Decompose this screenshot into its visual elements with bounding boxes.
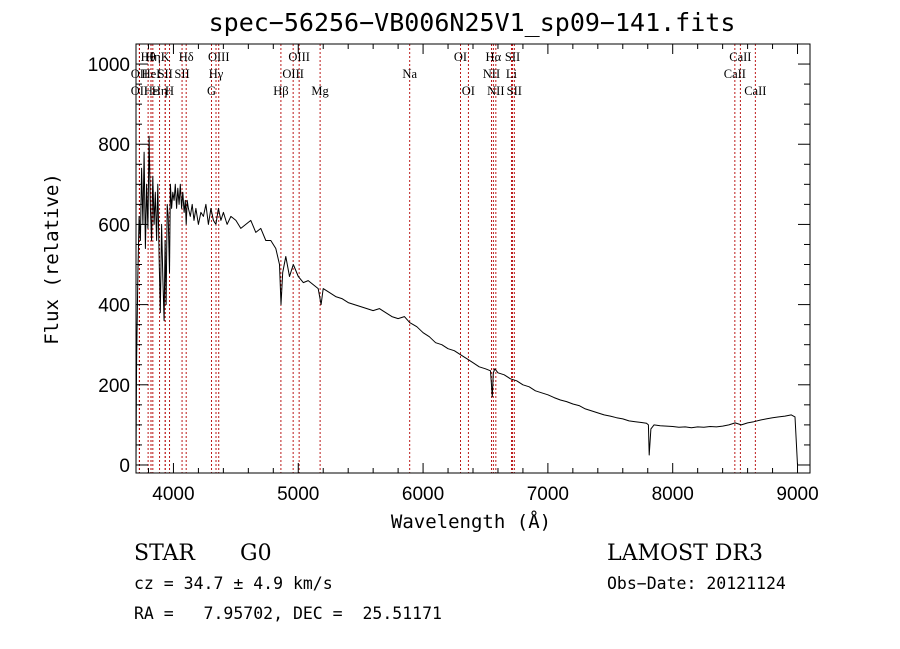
line-label-17: OIII (288, 50, 310, 64)
line-label-23: NII (483, 67, 500, 81)
line-label-13: G (207, 84, 216, 98)
line-label-12: Hγ (209, 67, 224, 81)
x-tick-label-3: 7000 (527, 484, 569, 505)
chart-title: spec−56256−VB006N25V1_sp09−141.fits (209, 8, 736, 37)
x-tick-label-0: 4000 (152, 484, 194, 505)
line-label-14: OIII (208, 50, 230, 64)
x-tick-label-1: 5000 (277, 484, 319, 505)
y-axis-ticks: 0 200 400 600 800 1000 (88, 55, 810, 477)
line-label-26: Li (506, 67, 518, 81)
y-tick-label-1: 200 (98, 376, 130, 397)
y-tick-label-3: 600 (98, 215, 130, 236)
y-tick-label-0: 0 (119, 456, 130, 477)
line-label-21: OI (462, 84, 475, 98)
line-label-15: Hβ (273, 84, 288, 98)
object-class: STAR (134, 541, 196, 566)
spectrum-line (135, 135, 798, 466)
line-label-6: Hη (152, 84, 168, 98)
line-label-25: SII (505, 50, 520, 64)
line-label-0: OII (131, 67, 148, 81)
x-tick-label-2: 6000 (402, 484, 444, 505)
object-subclass: G0 (240, 541, 272, 566)
y-axis-label: Flux (relative) (41, 173, 63, 345)
line-label-11: SII (174, 67, 189, 81)
line-label-18: Mg (311, 84, 329, 98)
x-tick-label-4: 8000 (652, 484, 694, 505)
line-label-27: SII (507, 84, 522, 98)
line-label-7: K (161, 50, 170, 64)
line-label-4: HeI (142, 67, 161, 81)
line-label-24: NII (487, 84, 504, 98)
observation-date: Obs−Date: 20121124 (607, 574, 786, 593)
y-tick-label-2: 400 (98, 296, 130, 317)
line-label-2: Hθ (141, 50, 156, 64)
line-label-9: H (165, 84, 174, 98)
x-axis-label: Wavelength (Å) (391, 510, 551, 533)
y-tick-label-5: 1000 (88, 55, 130, 76)
ra-dec-coordinates: RA = 7.95702, DEC = 25.51171 (134, 604, 442, 623)
line-label-19: Na (402, 67, 417, 81)
line-label-30: CaII (744, 84, 766, 98)
spectral-line-markers (138, 44, 756, 473)
line-label-3: Hη (145, 50, 161, 64)
survey-name: LAMOST DR3 (607, 541, 763, 566)
line-label-5: Hε (144, 84, 158, 98)
line-label-20: OI (454, 50, 467, 64)
line-label-10: Hδ (179, 50, 194, 64)
redshift-velocity: cz = 34.7 ± 4.9 km/s (134, 574, 333, 593)
line-label-8: SII (158, 67, 173, 81)
plot-frame (135, 43, 811, 474)
x-axis-ticks: 4000 5000 6000 7000 8000 9000 (147, 44, 819, 505)
line-label-29: CaII (724, 67, 746, 81)
line-label-16: OIII (282, 67, 304, 81)
line-label-22: Hα (486, 50, 502, 64)
y-tick-label-4: 800 (98, 135, 130, 156)
line-label-1: OII (131, 84, 148, 98)
line-label-28: CaII (729, 50, 751, 64)
x-tick-label-5: 9000 (776, 484, 818, 505)
